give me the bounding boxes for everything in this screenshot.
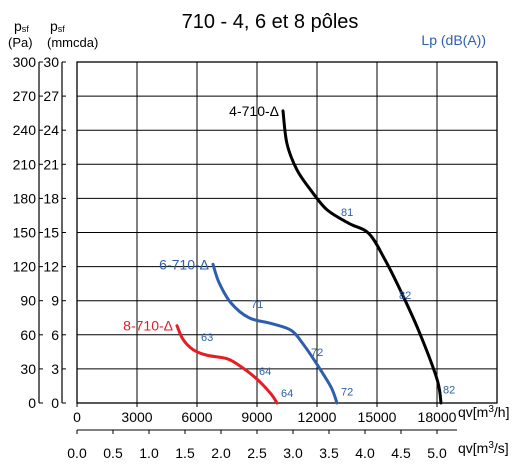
y-tick-label-pa: 0 [28,395,36,411]
sound-level-label: 72 [311,347,323,359]
y-tick-label-pa: 30 [20,361,36,377]
y-tick-label-mmcda: 9 [51,293,59,309]
y-tick-label-pa: 300 [13,54,37,70]
y-tick-label-pa: 90 [20,293,36,309]
y-tick-label-pa: 210 [13,156,37,172]
series-label-4-710: 4-710-Δ [229,103,279,119]
x-tick-label-m3s: 0.0 [67,445,87,461]
x-tick-label-m3s: 4.0 [355,445,375,461]
x-tick-label-m3h: 15000 [358,409,397,425]
series-line-6-710 [211,262,339,405]
y-tick-label-mmcda: 3 [51,361,59,377]
x-tick-label-m3s: 1.0 [139,445,159,461]
x-tick-label-m3s: 1.5 [175,445,195,461]
sound-level-label: 71 [251,299,263,311]
y-axis-pa-label: psf [14,18,29,34]
x-tick-label-m3h: 9000 [241,409,272,425]
series-label-8-710: 8-710-Δ [123,318,173,334]
x-tick-label-m3h: 0 [73,409,81,425]
x-tick-label-m3s: 5.0 [427,445,447,461]
axes [38,61,498,434]
sound-level-label: 64 [281,388,293,400]
y-tick-label-mmcda: 12 [43,259,59,275]
y-tick-label-mmcda: 0 [51,395,59,411]
x-axis-m3s-label: qv[m3/s] [458,440,509,456]
series-line-8-710 [175,324,279,405]
sound-level-label: 72 [341,387,353,399]
y-tick-label-pa: 150 [13,225,37,241]
sound-level-label: 82 [399,290,411,302]
y-axis-mmcda-label: psf [50,18,65,34]
sound-level-label: 63 [201,332,213,344]
y-tick-label-mmcda: 6 [51,327,59,343]
x-tick-label-m3s: 4.5 [391,445,411,461]
y-tick-label-mmcda: 24 [43,122,59,138]
x-tick-label-m3h: 18000 [418,409,457,425]
x-tick-label-m3s: 0.5 [103,445,123,461]
x-tick-label-m3s: 3.0 [283,445,303,461]
plot-frame [76,61,498,404]
series-line-4-710 [281,109,443,405]
y-axis-pa-unit: (Pa) [8,35,33,50]
y-tick-label-pa: 60 [20,327,36,343]
x-axis-m3h-label: qv[m3/h] [458,404,509,420]
x-tick-label-m3h: 6000 [181,409,212,425]
y-tick-label-mmcda: 21 [43,156,59,172]
y-tick-label-mmcda: 15 [43,225,59,241]
x-tick-label-m3h: 3000 [121,409,152,425]
sound-level-label: 64 [259,366,271,378]
y-tick-label-pa: 180 [13,190,37,206]
y-tick-label-pa: 120 [13,259,37,275]
y-tick-label-mmcda: 27 [43,88,59,104]
y-tick-label-pa: 270 [13,88,37,104]
x-tick-label-m3s: 2.0 [211,445,231,461]
y-tick-label-pa: 240 [13,122,37,138]
chart-title: 710 - 4, 6 et 8 pôles [182,11,359,33]
y-tick-label-mmcda: 18 [43,190,59,206]
y-axis-mmcda-unit: (mmcda) [47,35,98,50]
series-label-6-710: 6-710-Δ [159,256,209,272]
x-tick-label-m3s: 2.5 [247,445,267,461]
legend-title: Lp (dB(A)) [421,32,486,48]
x-tick-label-m3s: 3.5 [319,445,339,461]
grid [76,61,498,404]
series: 4-710-Δ 81 82 82 6-710-Δ 71 72 72 8-710-Δ 63 64 64 [123,103,455,405]
sound-level-label: 81 [341,207,353,219]
x-tick-label-m3h: 12000 [298,409,337,425]
y-tick-label-mmcda: 30 [43,54,59,70]
sound-level-label: 82 [443,384,455,396]
